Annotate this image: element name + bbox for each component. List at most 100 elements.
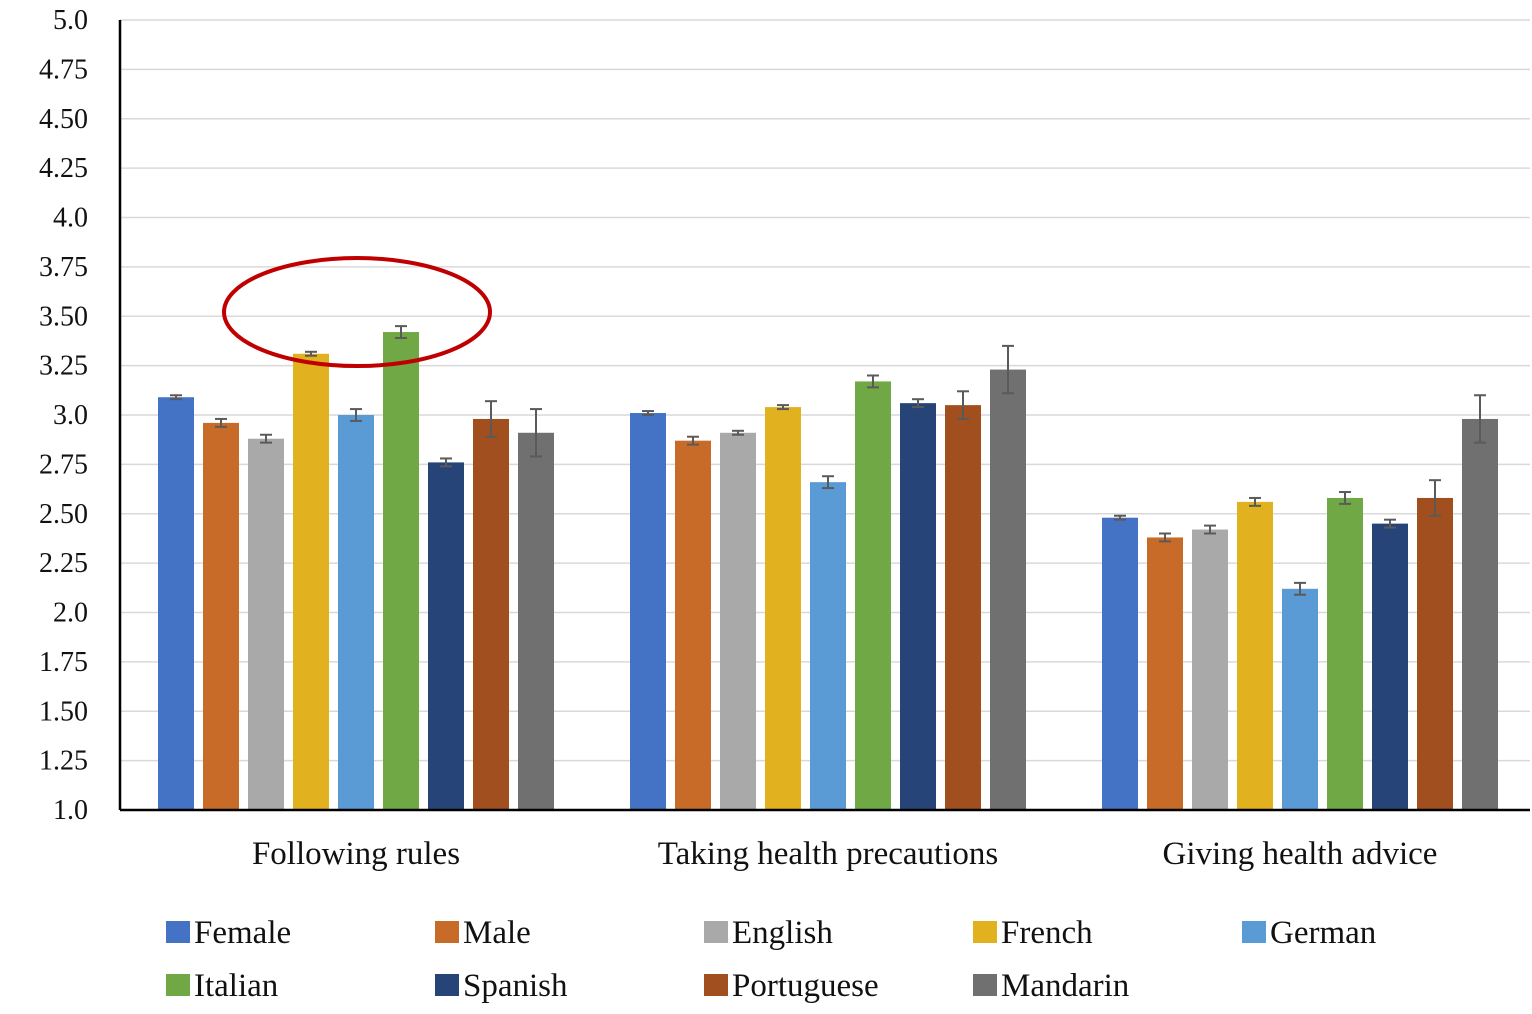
legend-swatch bbox=[435, 974, 459, 996]
axes bbox=[118, 20, 1530, 812]
bar-spanish-1 bbox=[428, 462, 464, 810]
error-bar bbox=[1159, 532, 1171, 543]
bar-italian-2 bbox=[855, 381, 891, 810]
legend-item-english: English bbox=[704, 915, 833, 951]
y-tick-label: 4.0 bbox=[53, 203, 88, 234]
legend-label: English bbox=[732, 915, 833, 951]
bar-female-2 bbox=[630, 413, 666, 810]
bar-male-2 bbox=[675, 440, 711, 810]
error-bar bbox=[530, 408, 542, 458]
legend-label: Italian bbox=[194, 968, 278, 1004]
error-bar bbox=[1114, 514, 1126, 521]
error-bar bbox=[260, 433, 272, 444]
bar-mandarin-3 bbox=[1462, 418, 1498, 810]
error-bar bbox=[732, 429, 744, 436]
bar-female-3 bbox=[1102, 517, 1138, 810]
legend-item-portuguese: Portuguese bbox=[704, 968, 879, 1004]
legend-label: Female bbox=[194, 915, 291, 951]
y-tick-label: 3.50 bbox=[39, 301, 88, 332]
bar-mandarin-1 bbox=[518, 432, 554, 810]
legend-label: Male bbox=[463, 915, 531, 951]
legend-label: Spanish bbox=[463, 968, 568, 1004]
y-tick-label: 2.75 bbox=[39, 449, 88, 480]
legend-swatch bbox=[704, 921, 728, 943]
bar-mandarin-2 bbox=[990, 369, 1026, 810]
error-bar bbox=[957, 390, 969, 420]
legend-label: French bbox=[1001, 915, 1093, 951]
bar-italian-3 bbox=[1327, 497, 1363, 810]
error-bar bbox=[912, 398, 924, 409]
bar-spanish-3 bbox=[1372, 523, 1408, 810]
error-bar bbox=[1339, 491, 1351, 505]
y-axis-ticks: 1.0 1.25 1.50 1.75 2.0 2.25 2.50 2.75 3.0 3.25 3.5… bbox=[39, 5, 88, 826]
legend-swatch bbox=[973, 974, 997, 996]
legend-item-french: French bbox=[973, 915, 1093, 951]
y-tick-label: 1.75 bbox=[39, 647, 88, 678]
highlight-ellipse bbox=[222, 256, 492, 369]
bar-portuguese-3 bbox=[1417, 497, 1453, 810]
y-tick-label: 1.50 bbox=[39, 696, 88, 727]
bar-female-1 bbox=[158, 397, 194, 810]
y-tick-label: 4.75 bbox=[39, 54, 88, 85]
bar-portuguese-1 bbox=[473, 418, 509, 810]
annotation bbox=[222, 256, 492, 369]
category-labels: Following rules Taking health precautions… bbox=[252, 836, 1438, 872]
legend-swatch bbox=[166, 974, 190, 996]
error-bar bbox=[1002, 344, 1014, 395]
y-tick-label: 1.0 bbox=[53, 795, 88, 826]
category-label: Taking health precautions bbox=[658, 836, 998, 872]
y-tick-label: 2.25 bbox=[39, 548, 88, 579]
legend-label: Portuguese bbox=[732, 968, 879, 1004]
legend-item-italian: Italian bbox=[166, 968, 278, 1004]
legend-swatch bbox=[166, 921, 190, 943]
bar-english-1 bbox=[248, 438, 284, 810]
bar-german-3 bbox=[1282, 588, 1318, 810]
y-tick-label: 3.25 bbox=[39, 351, 88, 382]
y-tick-label: 2.0 bbox=[53, 598, 88, 629]
y-tick-label: 1.25 bbox=[39, 746, 88, 777]
legend-swatch bbox=[435, 921, 459, 943]
bar-french-1 bbox=[293, 353, 329, 810]
error-bar bbox=[1249, 496, 1261, 507]
error-bars bbox=[170, 325, 1486, 596]
error-bar bbox=[350, 408, 362, 422]
legend: Female Male English French German Italian Span… bbox=[166, 915, 1376, 1004]
error-bar bbox=[822, 475, 834, 490]
bar-french-3 bbox=[1237, 501, 1273, 810]
bar-german-1 bbox=[338, 415, 374, 810]
legend-label: Mandarin bbox=[1001, 968, 1129, 1004]
error-bar bbox=[170, 394, 182, 401]
legend-item-spanish: Spanish bbox=[435, 968, 568, 1004]
error-bar bbox=[305, 350, 317, 357]
error-bar bbox=[485, 400, 497, 438]
error-bar bbox=[1384, 518, 1396, 529]
bar-german-2 bbox=[810, 482, 846, 810]
bar-english-2 bbox=[720, 432, 756, 810]
legend-swatch bbox=[704, 974, 728, 996]
error-bar bbox=[777, 404, 789, 411]
bars bbox=[158, 332, 1498, 810]
y-tick-label: 3.75 bbox=[39, 252, 88, 283]
error-bar bbox=[642, 410, 654, 416]
error-bar bbox=[1474, 394, 1486, 444]
legend-item-mandarin: Mandarin bbox=[973, 968, 1129, 1004]
bar-italian-1 bbox=[383, 332, 419, 810]
error-bar bbox=[1294, 581, 1306, 596]
bar-english-3 bbox=[1192, 529, 1228, 810]
y-tick-label: 4.50 bbox=[39, 104, 88, 135]
legend-swatch bbox=[973, 921, 997, 943]
error-bar bbox=[395, 325, 407, 339]
y-tick-label: 4.25 bbox=[39, 153, 88, 184]
bar-portuguese-2 bbox=[945, 405, 981, 810]
legend-item-female: Female bbox=[166, 915, 291, 951]
error-bar bbox=[687, 435, 699, 446]
error-bar bbox=[867, 374, 879, 389]
error-bar bbox=[1204, 524, 1216, 535]
category-label: Giving health advice bbox=[1163, 836, 1438, 872]
legend-item-german: German bbox=[1242, 915, 1376, 951]
error-bar bbox=[215, 417, 227, 428]
bar-spanish-2 bbox=[900, 403, 936, 810]
y-tick-label: 2.50 bbox=[39, 499, 88, 530]
category-label: Following rules bbox=[252, 836, 460, 872]
